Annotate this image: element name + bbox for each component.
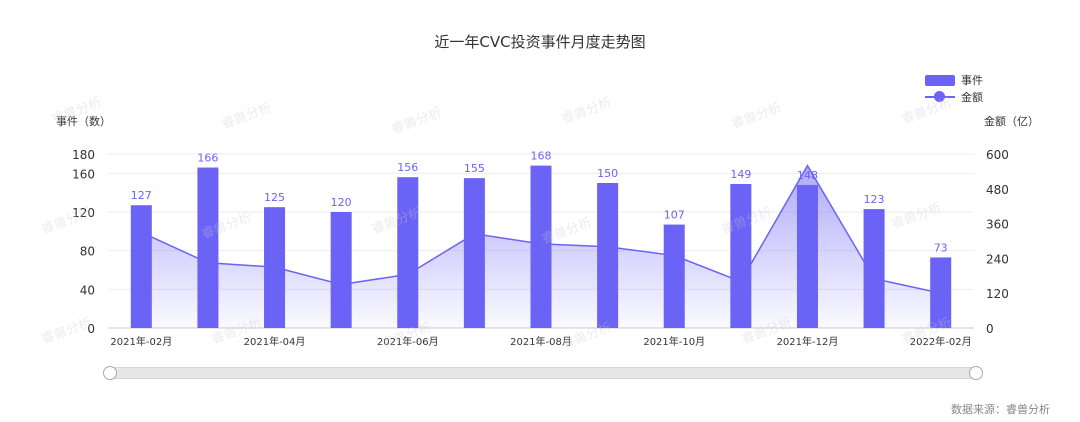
y-right-tick-label: 120 — [986, 287, 1009, 301]
y-left-tick-label: 0 — [87, 322, 95, 336]
y-right-tick-label: 0 — [986, 322, 994, 336]
legend-bar-swatch — [925, 74, 955, 86]
x-tick-label: 2022年-02月 — [910, 335, 972, 348]
y-left-tick-label: 160 — [72, 167, 95, 181]
amount-line — [140, 164, 941, 294]
legend-item-events[interactable]: 事件 — [925, 72, 983, 88]
legend-item-amount[interactable]: 金额 — [925, 89, 983, 105]
y-right-tick-label: 480 — [986, 183, 1009, 197]
bar-value-label: 148 — [797, 169, 818, 182]
datazoom-end-handle[interactable] — [969, 366, 983, 380]
bar-value-label: 156 — [397, 161, 418, 174]
x-tick-label: 2021年-04月 — [244, 335, 306, 348]
y-left-tick-label: 40 — [80, 283, 95, 297]
legend: 事件 金额 — [925, 72, 1080, 105]
y-left-tick-label: 120 — [72, 206, 95, 220]
bar-value-label: 125 — [264, 191, 285, 204]
bar-value-label: 149 — [730, 168, 751, 181]
bar-value-label: 150 — [597, 167, 618, 180]
datazoom-start-handle[interactable] — [103, 366, 117, 380]
x-tick-label: 2021年-08月 — [510, 335, 572, 348]
bar-value-label: 73 — [934, 241, 948, 254]
legend-label-amount: 金额 — [961, 90, 983, 104]
legend-label-events: 事件 — [961, 74, 983, 87]
y-right-tick-label: 600 — [986, 148, 1009, 162]
bar-value-label: 127 — [131, 189, 152, 202]
right-axis-name: 金额（亿） — [984, 115, 1039, 128]
x-tick-label: 2021年-06月 — [377, 335, 439, 348]
y-right-tick-label: 240 — [986, 252, 1009, 266]
amount-area — [141, 165, 941, 328]
bar-value-label: 166 — [197, 152, 218, 165]
datazoom-slider[interactable] — [103, 366, 983, 380]
x-tick-label: 2021年-02月 — [110, 335, 172, 348]
y-right-tick-label: 360 — [986, 218, 1009, 232]
bar-value-label: 155 — [464, 162, 485, 175]
bar-value-label: 107 — [664, 209, 685, 222]
y-left-tick-label: 80 — [80, 245, 95, 259]
chart-title: 近一年CVC投资事件月度走势图 — [434, 33, 646, 51]
bar-value-label: 120 — [331, 196, 352, 209]
x-tick-label: 2021年-12月 — [777, 335, 839, 348]
left-axis-name: 事件（数） — [56, 115, 111, 128]
bar-value-label: 123 — [864, 193, 885, 206]
y-left-tick-label: 180 — [72, 148, 95, 162]
legend-line-swatch — [925, 91, 955, 102]
x-tick-label: 2021年-10月 — [643, 335, 705, 348]
bar-value-label: 168 — [531, 150, 552, 163]
data-source: 数据来源：睿兽分析 — [951, 403, 1050, 416]
